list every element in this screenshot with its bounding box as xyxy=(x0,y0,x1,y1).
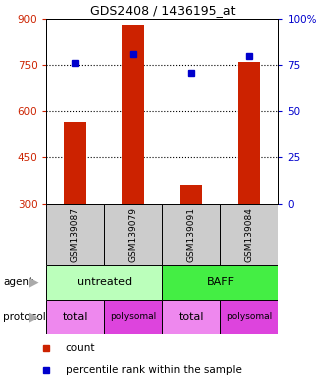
Text: BAFF: BAFF xyxy=(206,277,234,287)
Bar xyxy=(220,300,278,334)
Text: agent: agent xyxy=(3,277,33,287)
Text: ▶: ▶ xyxy=(29,276,38,289)
Bar xyxy=(162,265,278,300)
Text: protocol: protocol xyxy=(3,312,46,322)
Text: GSM139079: GSM139079 xyxy=(129,207,138,262)
Bar xyxy=(122,25,144,204)
Bar xyxy=(46,300,104,334)
Bar xyxy=(104,204,162,265)
Text: GSM139091: GSM139091 xyxy=(187,207,196,262)
Text: total: total xyxy=(179,312,204,322)
Text: total: total xyxy=(63,312,88,322)
Text: count: count xyxy=(66,343,95,353)
Text: polysomal: polysomal xyxy=(110,312,156,321)
Text: untreated: untreated xyxy=(77,277,132,287)
Bar xyxy=(162,204,220,265)
Text: ▶: ▶ xyxy=(29,310,38,323)
Bar xyxy=(238,62,260,204)
Bar xyxy=(162,300,220,334)
Bar xyxy=(104,300,162,334)
Title: GDS2408 / 1436195_at: GDS2408 / 1436195_at xyxy=(90,3,235,17)
Bar xyxy=(220,204,278,265)
Text: percentile rank within the sample: percentile rank within the sample xyxy=(66,365,242,375)
Text: GSM139084: GSM139084 xyxy=(245,207,254,262)
Bar xyxy=(46,265,162,300)
Bar xyxy=(180,185,203,204)
Text: polysomal: polysomal xyxy=(226,312,273,321)
Bar xyxy=(64,122,86,204)
Bar xyxy=(46,204,104,265)
Text: GSM139087: GSM139087 xyxy=(71,207,80,262)
